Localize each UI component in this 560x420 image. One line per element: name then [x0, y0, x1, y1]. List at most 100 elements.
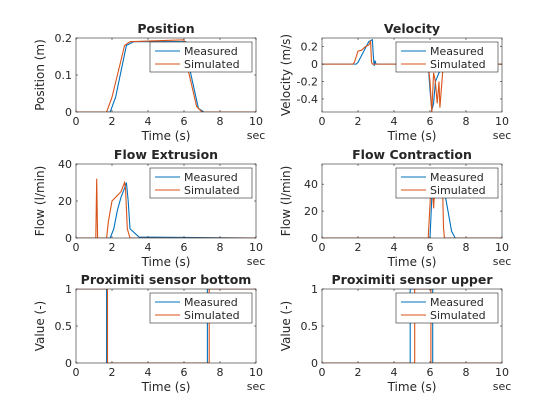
x-tick-label: 4 — [391, 241, 398, 254]
subplot-1: 0 2 4 6 8 10 0 0.1 0.2 sec Time (s) Position (m) Pos… — [33, 21, 265, 143]
y-tick-label: 0.1 — [55, 69, 73, 82]
x-unit-label: sec — [247, 255, 266, 268]
y-tick-label: 0.2 — [55, 32, 73, 45]
x-tick-label: 4 — [391, 115, 398, 128]
x-unit-label: sec — [493, 380, 512, 393]
legend-label-measured: Measured — [184, 296, 238, 309]
x-tick-label: 4 — [391, 366, 398, 379]
y-tick-label: 0.5 — [55, 320, 73, 333]
subplot-2: 0 2 4 6 8 10 -0.4 -0.2 0 0.2 sec Time (s) Velocity (… — [279, 21, 511, 143]
y-tick-label: 0 — [65, 357, 72, 370]
chart-title: Position — [137, 21, 194, 36]
legend-label-measured: Measured — [184, 45, 238, 58]
subplot-3: 0 2 4 6 8 10 0 20 40 sec Time (s) Flow (l/min) Flow … — [33, 147, 265, 269]
legend-label-measured: Measured — [430, 171, 484, 184]
x-tick-label: 10 — [495, 366, 509, 379]
y-tick-label: 40 — [304, 178, 318, 191]
x-tick-label: 2 — [109, 366, 116, 379]
series-line-measured — [76, 182, 256, 238]
x-unit-label: sec — [493, 255, 512, 268]
legend-label-measured: Measured — [430, 296, 484, 309]
legend-label-simulated: Simulated — [184, 184, 240, 197]
y-tick-label: 0 — [311, 232, 318, 245]
subplot-6: 0 2 4 6 8 10 0 0.5 1 sec Time (s) Value (-) Proximit… — [279, 272, 511, 394]
x-tick-label: 2 — [355, 366, 362, 379]
x-tick-label: 6 — [427, 115, 434, 128]
x-axis-label: Time (s) — [387, 380, 437, 394]
x-unit-label: sec — [247, 129, 266, 142]
chart-title: Flow Extrusion — [114, 147, 218, 162]
y-tick-label: 0 — [65, 106, 72, 119]
y-axis-label: Flow (l/min) — [279, 166, 293, 237]
y-tick-label: -0.4 — [297, 93, 318, 106]
legend-label-simulated: Simulated — [184, 58, 240, 71]
y-tick-label: 1 — [311, 283, 318, 296]
x-unit-label: sec — [247, 380, 266, 393]
legend-label-simulated: Simulated — [430, 58, 486, 71]
x-tick-label: 6 — [181, 115, 188, 128]
legend-box — [395, 41, 499, 73]
axes-box — [321, 163, 503, 239]
x-tick-label: 8 — [463, 366, 470, 379]
x-tick-label: 6 — [181, 241, 188, 254]
legend-box — [395, 167, 499, 199]
y-tick-label: 1 — [65, 283, 72, 296]
series-line-simulated — [76, 39, 256, 112]
y-tick-label: 0 — [311, 357, 318, 370]
x-tick-label: 6 — [427, 366, 434, 379]
x-tick-label: 2 — [109, 241, 116, 254]
x-tick-label: 6 — [427, 241, 434, 254]
legend-box — [149, 41, 253, 73]
chart-title: Proximiti sensor upper — [332, 272, 494, 287]
axes-box — [321, 37, 503, 113]
y-axis-label: Velocity (m/s) — [279, 34, 293, 116]
chart-title: Flow Contraction — [352, 147, 472, 162]
x-axis-label: Time (s) — [141, 129, 191, 143]
series-line-simulated — [76, 178, 256, 238]
x-tick-label: 0 — [73, 115, 80, 128]
legend-box — [149, 292, 253, 324]
x-tick-label: 8 — [217, 115, 224, 128]
y-tick-label: -0.2 — [297, 76, 318, 89]
legend-box — [149, 167, 253, 199]
y-tick-label: 0 — [311, 58, 318, 71]
chart-title: Velocity — [384, 21, 440, 36]
y-tick-label: 0.2 — [301, 41, 319, 54]
y-tick-label: 0.5 — [301, 320, 319, 333]
x-tick-label: 6 — [181, 366, 188, 379]
y-tick-label: 0 — [65, 232, 72, 245]
legend-label-measured: Measured — [184, 171, 238, 184]
x-axis-label: Time (s) — [141, 380, 191, 394]
subplot-4: 0 2 4 6 8 10 0 20 40 sec Time (s) Flow (l/min) Flow … — [279, 147, 511, 269]
x-tick-label: 2 — [109, 115, 116, 128]
x-tick-label: 2 — [355, 115, 362, 128]
x-tick-label: 8 — [217, 366, 224, 379]
x-tick-label: 0 — [319, 241, 326, 254]
legend-box — [395, 292, 499, 324]
x-tick-label: 8 — [217, 241, 224, 254]
legend-label-simulated: Simulated — [430, 309, 486, 322]
y-axis-label: Position (m) — [33, 39, 47, 111]
x-tick-label: 0 — [319, 115, 326, 128]
x-tick-label: 10 — [249, 241, 263, 254]
x-tick-label: 10 — [495, 241, 509, 254]
y-axis-label: Value (-) — [279, 301, 293, 351]
x-tick-label: 10 — [249, 115, 263, 128]
legend-label-simulated: Simulated — [184, 309, 240, 322]
subplot-5: 0 2 4 6 8 10 0 0.5 1 sec Time (s) Value (-) Proximit… — [33, 272, 265, 394]
x-tick-label: 8 — [463, 241, 470, 254]
x-tick-label: 10 — [495, 115, 509, 128]
legend-label-simulated: Simulated — [430, 184, 486, 197]
x-tick-label: 2 — [355, 241, 362, 254]
y-tick-label: 20 — [58, 195, 72, 208]
y-axis-label: Value (-) — [33, 301, 47, 351]
chart-title: Proximiti sensor bottom — [81, 272, 252, 287]
y-axis-label: Flow (l/min) — [33, 166, 47, 237]
x-tick-label: 0 — [319, 366, 326, 379]
